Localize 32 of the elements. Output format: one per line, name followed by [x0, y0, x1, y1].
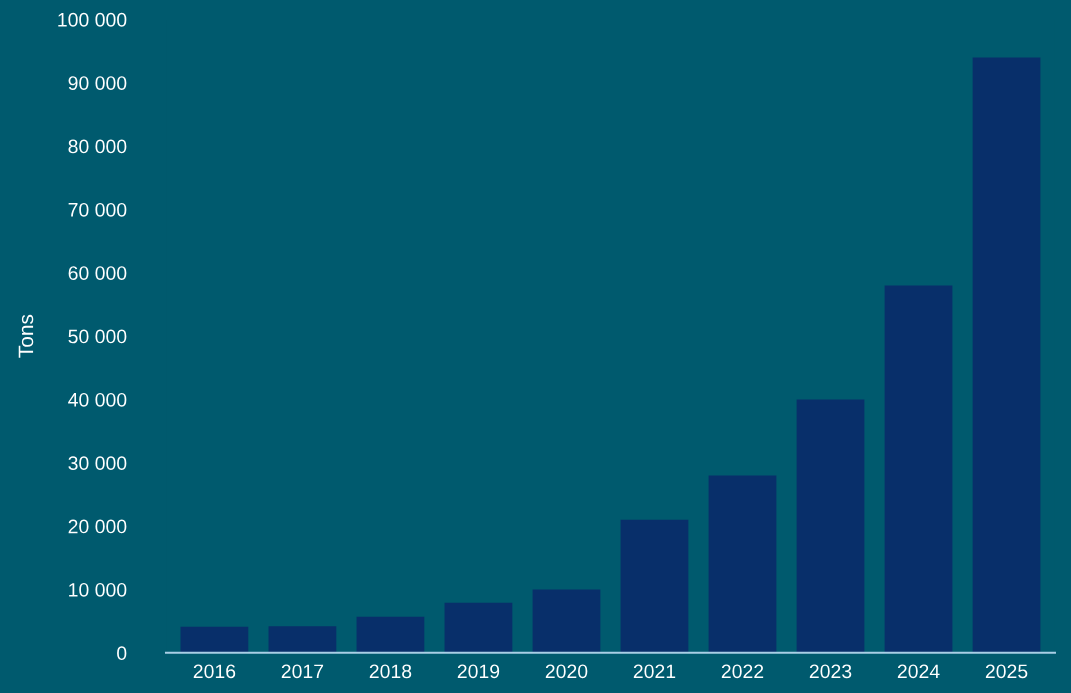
bar — [180, 626, 249, 653]
x-tick-label: 2022 — [721, 664, 764, 679]
y-tick-label: 50 000 — [68, 329, 127, 344]
bar — [620, 519, 689, 653]
bar — [708, 475, 777, 653]
y-tick-label: 10 000 — [69, 582, 127, 597]
bar — [884, 285, 953, 653]
x-tick-label: 2017 — [281, 664, 324, 679]
bar — [268, 626, 337, 653]
x-tick-label: 2016 — [193, 664, 236, 679]
y-tick-label: 0 — [117, 646, 127, 661]
y-tick-label: 40 000 — [68, 392, 127, 407]
x-tick-label: 2023 — [809, 664, 852, 679]
y-axis-title: Tons — [18, 314, 34, 358]
bar — [796, 399, 865, 653]
y-tick-label: 70 000 — [68, 202, 127, 217]
y-tick-label: 80 000 — [68, 139, 127, 154]
x-tick-label: 2025 — [985, 664, 1028, 679]
x-tick-label: 2019 — [457, 664, 500, 679]
bar — [444, 602, 513, 653]
y-tick-label: 100 000 — [58, 12, 127, 27]
x-tick-label: 2024 — [897, 664, 940, 679]
x-tick-label: 2018 — [369, 664, 412, 679]
y-tick-label: 60 000 — [68, 266, 127, 280]
y-tick-label: 30 000 — [68, 456, 127, 471]
x-tick-label: 2020 — [545, 664, 588, 679]
y-tick-label: 20 000 — [68, 519, 127, 534]
x-tick-label: 2021 — [633, 664, 676, 679]
bar — [972, 57, 1041, 653]
bar — [532, 589, 601, 653]
y-tick-label: 90 000 — [68, 76, 127, 90]
bar — [356, 616, 425, 653]
